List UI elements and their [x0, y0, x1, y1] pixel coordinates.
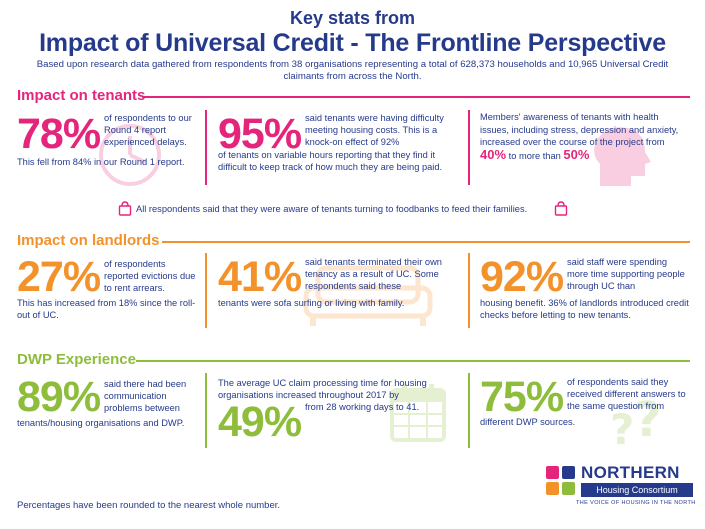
section-heading-tenants: Impact on tenants: [17, 87, 146, 104]
stat-tenants-health-from: 40%: [480, 146, 507, 162]
svg-text:?: ?: [610, 405, 634, 450]
divider: [468, 373, 470, 448]
stat-dwp-answers-value: 75%: [480, 373, 564, 421]
head-profile-icon: [594, 127, 651, 186]
stat-dwp-processing-detail: from 28 working days to 41.: [305, 402, 420, 412]
stat-dwp-answers-text: of respondents said they received differ…: [567, 377, 686, 412]
footnote: Percentages have been rounded to the nea…: [17, 500, 281, 511]
stat-tenants-housing-costs-text: said tenants were having difficulty meet…: [305, 113, 444, 148]
stat-dwp-processing-value: 49%: [218, 398, 302, 446]
stat-tenants-housing-costs-detail: of tenants on variable hours reporting t…: [218, 150, 443, 173]
logo-tagline: THE VOICE OF HOUSING IN THE NORTH: [576, 500, 696, 506]
divider: [205, 373, 207, 448]
shopping-bag-icon: [554, 201, 568, 216]
stat-landlords-evictions-value: 27%: [17, 253, 101, 301]
divider: [205, 110, 207, 185]
section-rule-landlords: [162, 241, 690, 243]
sofa-icon: [303, 265, 433, 326]
shopping-bag-icon: [118, 201, 132, 216]
stat-landlords-terminated-value: 41%: [218, 253, 302, 301]
stat-landlords-evictions-text: of respondents reported evictions due to…: [104, 259, 196, 294]
stat-landlords-terminated-text: said tenants terminated their own tenanc…: [305, 257, 442, 292]
stat-tenants-health-text: Members' awareness of tenants with healt…: [480, 111, 690, 162]
section-rule-tenants: [142, 96, 690, 98]
stat-tenants-delays-detail: This fell from 84% in our Round 1 report…: [17, 157, 185, 167]
section-heading-landlords: Impact on landlords: [17, 232, 160, 249]
section-rule-dwp: [136, 360, 690, 362]
divider: [468, 110, 470, 185]
stat-tenants-health-to: 50%: [563, 146, 590, 162]
clock-icon: [99, 124, 161, 186]
stat-tenants-housing-costs-value: 95%: [218, 110, 302, 158]
stat-tenants-health-intro: Members' awareness of tenants with healt…: [480, 112, 679, 148]
stat-tenants-delays-text: of respondents to our Round 4 report exp…: [104, 113, 192, 148]
question-marks-icon: ? ?: [610, 396, 662, 450]
svg-text:?: ?: [634, 396, 662, 448]
stat-landlords-staff-time-value: 92%: [480, 253, 564, 301]
divider: [468, 253, 470, 328]
section-heading-dwp: DWP Experience: [17, 351, 136, 368]
stat-tenants-delays-value: 78%: [17, 110, 101, 158]
stat-dwp-processing-text: The average UC claim processing time for…: [218, 378, 427, 401]
stat-dwp-communication-text: said there had been communication proble…: [104, 379, 187, 414]
divider: [205, 253, 207, 328]
stat-landlords-evictions-detail: This has increased from 18% since the ro…: [17, 298, 196, 321]
foodbank-text: All respondents said that they were awar…: [136, 204, 528, 214]
stat-dwp-communication-value: 89%: [17, 373, 101, 421]
logo-band: Housing Consortium: [581, 483, 693, 497]
logo-name: NORTHERN: [581, 463, 680, 482]
intro-text: Based upon research data gathered from r…: [36, 59, 669, 82]
stat-landlords-terminated-detail: tenants were sofa surfing or living with…: [218, 298, 405, 308]
calendar-icon: [390, 384, 446, 442]
stat-tenants-health-mid: to more than: [508, 150, 561, 161]
page-kicker: Key stats from: [289, 8, 416, 28]
stat-dwp-communication-detail: tenants/housing organisations and DWP.: [17, 418, 185, 428]
stat-dwp-answers-detail: different DWP sources.: [480, 417, 576, 427]
stat-landlords-staff-time-detail: housing benefit. 36% of landlords introd…: [480, 298, 689, 321]
stat-landlords-staff-time-text: said staff were spending more time suppo…: [567, 257, 685, 292]
logo-mark: [546, 466, 576, 496]
page-title: Impact of Universal Credit - The Frontli…: [39, 29, 666, 57]
